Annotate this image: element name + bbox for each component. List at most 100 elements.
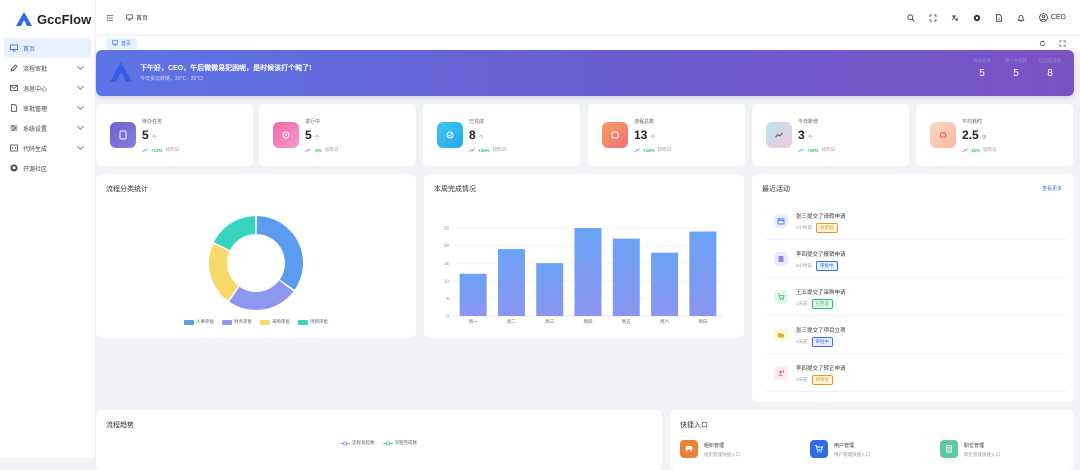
sidebar-item-label: 开源社区 bbox=[23, 166, 48, 173]
sidebar-item-4[interactable]: 系统设置 bbox=[4, 118, 91, 138]
stat-label: 进行中 bbox=[305, 119, 321, 125]
sidebar-item-0[interactable]: 首页 bbox=[4, 38, 91, 58]
pie-slice[interactable] bbox=[213, 216, 256, 251]
bar[interactable] bbox=[497, 249, 525, 316]
car-icon bbox=[680, 440, 698, 458]
pie-slice[interactable] bbox=[209, 243, 239, 301]
panel-title: 流程趋势 bbox=[106, 422, 134, 429]
y-tick-label: 10 bbox=[444, 278, 450, 283]
sidebar-item-6[interactable]: 开源社区 bbox=[4, 158, 91, 178]
breadcrumb[interactable]: 首页 bbox=[126, 13, 148, 22]
stat-trend: +25% 较昨日 bbox=[469, 147, 506, 153]
pie-slice[interactable] bbox=[256, 216, 303, 290]
bar-chart[interactable]: 0 5 10 15 20 25 周一 周二 周三 周四 周五 周六 周日 bbox=[424, 174, 744, 338]
quick-entry-title: 职位管理 bbox=[964, 443, 985, 449]
panel-title: 快捷入口 bbox=[680, 422, 708, 429]
quick-entry[interactable]: 用户管理 用户管理快捷入口 bbox=[810, 440, 870, 464]
pie-chart[interactable] bbox=[96, 174, 416, 338]
bar[interactable] bbox=[651, 252, 679, 316]
document-icon bbox=[10, 104, 18, 112]
progress-icon bbox=[273, 122, 299, 148]
legend-item[interactable]: 财务审批 bbox=[222, 319, 252, 325]
quick-entry[interactable]: 组织管理 组织管理快捷入口 bbox=[680, 440, 740, 464]
bar[interactable] bbox=[612, 238, 640, 316]
tab-home[interactable]: 首页 bbox=[106, 37, 138, 49]
y-tick-label: 20 bbox=[444, 243, 450, 248]
user-menu[interactable]: CEO bbox=[1039, 13, 1066, 22]
banner-stat: 待办任务 5 bbox=[973, 58, 991, 79]
document-icon bbox=[940, 440, 958, 458]
menu-fold-icon[interactable] bbox=[106, 14, 114, 22]
translate-icon[interactable] bbox=[951, 14, 959, 22]
weather-text: 今日多云转晴，20°C - 25°C! bbox=[140, 76, 204, 82]
sidebar-item-1[interactable]: 流程审批 bbox=[4, 58, 91, 78]
mail-icon bbox=[10, 84, 18, 92]
search-icon[interactable] bbox=[907, 13, 915, 22]
theme-icon[interactable] bbox=[973, 14, 981, 22]
stat-card[interactable]: 平均耗时 2.5 天 10% 较昨日 bbox=[916, 104, 1073, 166]
sidebar-menu: 首页流程审批 消息中心 审批管理 系统设置 代码生成开源社区 bbox=[0, 38, 95, 178]
app-logo[interactable]: GccFlow bbox=[0, 0, 95, 38]
view-more-link[interactable]: 查看更多 bbox=[1041, 186, 1062, 192]
stat-trend: +12% 较昨日 bbox=[142, 147, 179, 153]
legend-item[interactable]: 流程完成数 bbox=[382, 440, 417, 446]
legend-item[interactable]: 流程发起数 bbox=[340, 440, 375, 446]
bar[interactable] bbox=[536, 263, 564, 316]
legend-item[interactable]: 采购审批 bbox=[260, 319, 290, 325]
x-tick-label: 周三 bbox=[545, 319, 554, 325]
stat-card[interactable]: 流程总数 13 个 +15% 较昨日 bbox=[588, 104, 745, 166]
welcome-banner: 下午好，CEO，午后微微易犯困呢，是时候该打个盹了! 今日多云转晴，20°C -… bbox=[96, 50, 1074, 96]
breadcrumb-label: 首页 bbox=[136, 16, 149, 22]
stat-label: 流程总数 bbox=[634, 119, 655, 125]
stat-label: 已完成 bbox=[469, 119, 485, 125]
sidebar-item-5[interactable]: 代码生成 bbox=[4, 138, 91, 158]
sidebar-item-2[interactable]: 消息中心 bbox=[4, 78, 91, 98]
bar[interactable] bbox=[689, 231, 717, 316]
sliders-icon bbox=[10, 124, 18, 132]
banner-stat: 已完成流程 8 bbox=[1038, 58, 1062, 79]
activity-item[interactable]: 李四提交了报销申请 5小时前 审批中 bbox=[766, 240, 1066, 278]
stat-trend: -8% 较昨日 bbox=[305, 147, 339, 153]
activity-item[interactable]: 李四提交了转正申请 3天前 待审批 bbox=[766, 354, 1066, 392]
status-badge: 待审批 bbox=[816, 223, 838, 233]
fullscreen-icon[interactable] bbox=[1058, 39, 1066, 47]
legend-item[interactable]: 项目审批 bbox=[298, 319, 328, 325]
activity-title: 张三提交了请假申请 bbox=[796, 214, 846, 220]
bar[interactable] bbox=[574, 228, 602, 316]
quick-entry[interactable]: 职位管理 职位管理快捷入口 bbox=[940, 440, 1000, 464]
x-tick-label: 周四 bbox=[584, 319, 593, 325]
check-circle-icon bbox=[437, 122, 463, 148]
refresh-icon[interactable] bbox=[1038, 39, 1046, 47]
pie-legend: 人事审批 财务审批 采购审批 项目审批 bbox=[184, 319, 328, 325]
sidebar-item-3[interactable]: 审批管理 bbox=[4, 98, 91, 118]
trend-up-icon bbox=[142, 148, 148, 153]
trend-up-icon bbox=[798, 148, 804, 153]
stat-label: 平均耗时 bbox=[962, 119, 983, 125]
y-tick-label: 5 bbox=[446, 296, 449, 301]
bar[interactable] bbox=[459, 273, 487, 316]
activity-item[interactable]: 张三提交了请假申请 2小时前 待审批 bbox=[766, 202, 1066, 240]
layout-icon[interactable] bbox=[929, 14, 937, 22]
chevron-down-icon bbox=[76, 82, 85, 91]
task-icon bbox=[110, 122, 136, 148]
pie-slice[interactable] bbox=[229, 280, 294, 310]
sidebar-item-label: 首页 bbox=[23, 46, 36, 53]
stat-trend: +15% 较昨日 bbox=[634, 147, 671, 153]
cart-icon bbox=[774, 290, 788, 304]
banner-logo-icon bbox=[110, 62, 132, 82]
monitor-icon bbox=[112, 40, 118, 46]
activity-item[interactable]: 王五提交了采购申请 1天前 已完成 bbox=[766, 278, 1066, 316]
activity-item[interactable]: 张三提交了项目立项 2天前 审批中 bbox=[766, 316, 1066, 354]
document-icon[interactable] bbox=[995, 13, 1003, 22]
code-icon bbox=[10, 144, 18, 152]
stat-trend: +20% 较昨日 bbox=[798, 147, 835, 153]
bell-icon[interactable] bbox=[1017, 14, 1025, 22]
legend-item[interactable]: 人事审批 bbox=[184, 319, 214, 325]
